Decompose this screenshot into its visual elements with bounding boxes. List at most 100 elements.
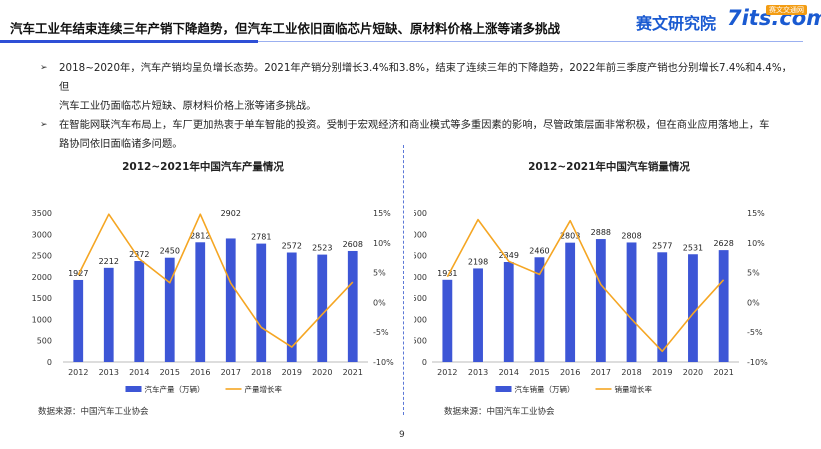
x-tick: 2019	[282, 368, 302, 377]
y-tick-left: 500	[37, 337, 52, 346]
y-tick-left: 2000	[32, 273, 52, 282]
x-tick: 2021	[713, 368, 733, 377]
bar-label: 2608	[343, 240, 363, 249]
y-tick-left: 2000	[414, 273, 427, 282]
legend-label: 销量增长率	[615, 384, 653, 394]
y-tick-left: 1500	[414, 294, 427, 303]
x-tick: 2016	[190, 368, 210, 377]
bar-label: 2372	[129, 250, 149, 259]
x-tick: 2017	[221, 368, 241, 377]
page-number: 9	[399, 430, 405, 440]
bullet-line: 2018~2020年，汽车产销均呈负增长态势。2021年产销分别增长3.4%和3…	[59, 62, 792, 93]
bar-label: 2212	[99, 257, 119, 266]
x-tick: 2018	[621, 368, 641, 377]
title-underline-thin	[258, 41, 803, 42]
y-tick-left: 500	[414, 337, 427, 346]
bar-label: 2808	[621, 231, 641, 240]
bar-label: 2812	[190, 231, 210, 240]
x-tick: 2016	[560, 368, 580, 377]
growth-line	[77, 213, 354, 348]
data-source: 数据来源：中国汽车工业协会	[444, 407, 555, 417]
y-tick-left: 3000	[32, 230, 52, 239]
bar-label: 2577	[652, 241, 672, 250]
bar-label: 2531	[683, 243, 703, 252]
y-tick-left: 2500	[414, 252, 427, 261]
x-tick: 2015	[160, 368, 180, 377]
y-tick-right: 0%	[373, 298, 386, 307]
chart-title: 2012~2021年中国汽车销量情况	[528, 161, 690, 173]
bar	[503, 261, 514, 362]
sales-chart: 2012~2021年中国汽车销量情况 0 500 1000 1500 2000 2500 3…	[414, 147, 804, 417]
bar-label: 2902	[221, 209, 241, 218]
x-tick: 2014	[499, 368, 519, 377]
x-tick: 2018	[251, 368, 271, 377]
bullet-item: ➢ 2018~2020年，汽车产销均呈负增长态势。2021年产销分别增长3.4%…	[40, 59, 800, 116]
bar-label: 2888	[591, 228, 611, 237]
x-tick: 2021	[343, 368, 363, 377]
y-tick-right: 10%	[373, 239, 391, 248]
slide-title: 汽车工业年结束连续三年产销下降趋势，但汽车工业依旧面临芯片短缺、原材料价格上涨等…	[10, 21, 561, 36]
y-tick-right: 5%	[747, 269, 760, 278]
production-chart: 2012~2021年中国汽车产量情况 0 500 1000 1500 2000 2500 3…	[8, 147, 398, 417]
y-tick-left: 1500	[32, 294, 52, 303]
bullet-list: ➢ 2018~2020年，汽车产销均呈负增长态势。2021年产销分别增长3.4%…	[40, 59, 800, 154]
y-tick-right: -10%	[373, 358, 394, 367]
bar	[595, 239, 606, 362]
bar	[317, 254, 328, 362]
bar-label: 2572	[282, 242, 302, 251]
y-tick-right: -5%	[373, 328, 389, 337]
y-tick-left: 0	[422, 358, 427, 367]
y-tick-left: 2500	[32, 252, 52, 261]
y-tick-left: 3500	[414, 209, 427, 218]
bar-label: 2349	[499, 251, 519, 260]
legend-label: 汽车销量（万辆）	[515, 384, 575, 394]
bar	[164, 257, 175, 362]
legend-label: 汽车产量（万辆）	[145, 384, 205, 394]
sales-chart-svg: 0 500 1000 1500 2000 2500 3000 3500 -10% -5% 0% 5% 1…	[414, 209, 768, 394]
legend-label: 产量增长率	[245, 384, 283, 394]
y-tick-right: -5%	[747, 328, 763, 337]
bar-label: 2460	[529, 246, 549, 255]
x-tick: 2017	[591, 368, 611, 377]
bar-label: 2198	[468, 257, 488, 266]
y-tick-left: 3500	[32, 209, 52, 218]
bar	[626, 242, 637, 362]
bar	[718, 250, 729, 362]
bar	[473, 268, 483, 362]
x-tick: 2013	[99, 368, 119, 377]
y-tick-right: 0%	[747, 298, 760, 307]
bar-label: 2523	[312, 244, 332, 253]
bullet-arrow-icon: ➢	[40, 120, 48, 130]
bar	[225, 238, 236, 362]
y-tick-left: 3000	[414, 230, 427, 239]
bar	[73, 279, 84, 362]
logo-badge: 赛文交通网	[766, 5, 807, 15]
bar	[103, 267, 114, 362]
legend-swatch-bar	[125, 386, 142, 392]
legend-swatch-bar	[495, 386, 512, 392]
bullet-arrow-icon: ➢	[40, 63, 48, 73]
x-tick: 2013	[468, 368, 488, 377]
y-tick-right: 15%	[373, 209, 391, 218]
production-chart-svg: 0 500 1000 1500 2000 2500 3000 3500 -10% -5% 0% 5% 1…	[32, 209, 394, 394]
slide-header: 汽车工业年结束连续三年产销下降趋势，但汽车工业依旧面临芯片短缺、原材料价格上涨等…	[0, 0, 821, 44]
bullet-item: ➢ 在智能网联汽车布局上，车厂更加热衷于单车智能的投资。受制于宏观经济和商业模式…	[40, 116, 800, 154]
brand-logo: 赛文研究院 7its.com 赛文交通网	[636, 5, 821, 33]
bar	[688, 254, 698, 362]
bar	[134, 261, 145, 362]
y-tick-left: 1000	[32, 315, 52, 324]
y-tick-right: 15%	[747, 209, 765, 218]
bar	[442, 279, 453, 362]
chart-divider	[403, 145, 404, 415]
x-tick: 2015	[529, 368, 549, 377]
y-tick-right: 5%	[373, 269, 386, 278]
x-tick: 2019	[652, 368, 672, 377]
x-tick: 2014	[129, 368, 149, 377]
x-tick: 2012	[68, 368, 88, 377]
bar	[256, 243, 267, 362]
bar	[565, 242, 576, 362]
x-tick: 2020	[683, 368, 703, 377]
y-tick-left: 0	[47, 358, 52, 367]
y-tick-left: 1000	[414, 315, 427, 324]
bar-label: 2628	[713, 239, 733, 248]
